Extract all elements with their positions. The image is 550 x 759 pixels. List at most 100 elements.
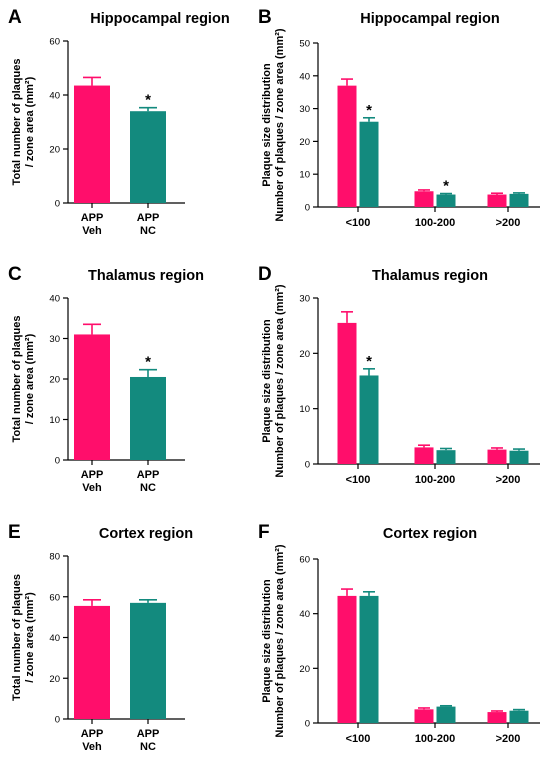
significance-star-b: * bbox=[366, 102, 372, 119]
bar-f bbox=[359, 595, 379, 723]
bar-d bbox=[436, 450, 456, 464]
bar-c bbox=[130, 376, 166, 460]
x-tick-label-b: 100-200 bbox=[415, 217, 455, 229]
x-tick-label-c: NC bbox=[140, 482, 156, 494]
panel-letter-e: E bbox=[8, 522, 21, 543]
y-tick-label-e: 40 bbox=[49, 633, 60, 644]
bar-f bbox=[509, 710, 529, 723]
y-tick-label-a: 40 bbox=[49, 91, 60, 102]
panel-title-d: Thalamus region bbox=[372, 268, 488, 284]
x-tick-label-e: APP bbox=[81, 728, 104, 740]
bar-e bbox=[130, 602, 166, 719]
y-tick-label-c: 0 bbox=[55, 456, 60, 467]
bar-f bbox=[436, 706, 456, 723]
y-axis-label-e: Total number of plaques bbox=[11, 574, 23, 701]
y-tick-label-c: 40 bbox=[49, 294, 60, 305]
y-axis-label-a: Total number of plaques bbox=[11, 59, 23, 186]
y-axis-label-a: / zone area (mm²) bbox=[24, 76, 36, 167]
bar-a bbox=[130, 111, 166, 203]
y-axis-label-f: Plaque size distribution bbox=[261, 579, 273, 703]
y-tick-label-a: 20 bbox=[49, 145, 60, 156]
x-tick-label-c: APP bbox=[137, 469, 160, 481]
bar-d bbox=[337, 322, 357, 464]
bar-f bbox=[487, 712, 507, 723]
y-axis-label-f: Number of plaques / zone area (mm²) bbox=[274, 544, 286, 737]
panel-letter-c: C bbox=[8, 264, 22, 285]
x-tick-label-e: APP bbox=[137, 728, 160, 740]
x-tick-label-c: APP bbox=[81, 469, 104, 481]
y-tick-label-a: 0 bbox=[55, 199, 60, 210]
bar-b bbox=[414, 191, 434, 207]
bar-f bbox=[414, 709, 434, 723]
x-tick-label-b: <100 bbox=[346, 217, 371, 229]
bar-f bbox=[337, 595, 357, 723]
panel-title-b: Hippocampal region bbox=[360, 11, 499, 27]
y-tick-label-d: 30 bbox=[299, 294, 310, 305]
panel-letter-f: F bbox=[258, 522, 270, 543]
y-tick-label-b: 20 bbox=[299, 137, 310, 148]
y-tick-label-b: 50 bbox=[299, 39, 310, 50]
y-tick-label-b: 40 bbox=[299, 71, 310, 82]
bar-b bbox=[509, 193, 529, 207]
x-tick-label-a: NC bbox=[140, 225, 156, 237]
y-tick-label-e: 80 bbox=[49, 552, 60, 563]
y-tick-label-b: 30 bbox=[299, 104, 310, 115]
y-tick-label-c: 30 bbox=[49, 334, 60, 345]
y-axis-label-c: Total number of plaques bbox=[11, 316, 23, 443]
y-tick-label-a: 60 bbox=[49, 37, 60, 48]
panel-title-e: Cortex region bbox=[99, 526, 193, 542]
bar-b bbox=[359, 121, 379, 207]
y-axis-label-b: Number of plaques / zone area (mm²) bbox=[274, 28, 286, 221]
panel-title-a: Hippocampal region bbox=[90, 11, 229, 27]
significance-star-c: * bbox=[145, 354, 151, 371]
y-tick-label-f: 20 bbox=[299, 664, 310, 675]
y-tick-label-d: 0 bbox=[305, 460, 310, 471]
panel-letter-d: D bbox=[258, 264, 272, 285]
bar-d bbox=[509, 450, 529, 464]
y-tick-label-d: 20 bbox=[299, 349, 310, 360]
x-tick-label-d: >200 bbox=[496, 474, 521, 486]
x-tick-label-d: 100-200 bbox=[415, 474, 455, 486]
y-tick-label-c: 20 bbox=[49, 375, 60, 386]
x-tick-label-a: APP bbox=[137, 212, 160, 224]
bar-b bbox=[337, 85, 357, 207]
y-tick-label-f: 40 bbox=[299, 609, 310, 620]
bar-d bbox=[487, 449, 507, 464]
y-tick-label-e: 0 bbox=[55, 715, 60, 726]
y-tick-label-e: 60 bbox=[49, 592, 60, 603]
y-axis-label-c: / zone area (mm²) bbox=[24, 333, 36, 424]
y-tick-label-f: 0 bbox=[305, 719, 310, 730]
x-tick-label-e: NC bbox=[140, 741, 156, 753]
y-axis-label-d: Number of plaques / zone area (mm²) bbox=[274, 284, 286, 477]
x-tick-label-f: >200 bbox=[496, 733, 521, 745]
y-tick-label-d: 10 bbox=[299, 404, 310, 415]
x-tick-label-d: <100 bbox=[346, 474, 371, 486]
y-axis-label-d: Plaque size distribution bbox=[261, 319, 273, 443]
panel-title-c: Thalamus region bbox=[88, 268, 204, 284]
x-tick-label-c: Veh bbox=[82, 482, 102, 494]
panel-title-f: Cortex region bbox=[383, 526, 477, 542]
bar-e bbox=[74, 605, 110, 719]
y-axis-label-e: / zone area (mm²) bbox=[24, 592, 36, 683]
bar-d bbox=[359, 375, 379, 464]
y-tick-label-b: 0 bbox=[305, 203, 310, 214]
significance-star-b: * bbox=[443, 178, 449, 195]
x-tick-label-f: <100 bbox=[346, 733, 371, 745]
y-tick-label-f: 60 bbox=[299, 555, 310, 566]
significance-star-a: * bbox=[145, 92, 151, 109]
y-tick-label-c: 10 bbox=[49, 415, 60, 426]
x-tick-label-f: 100-200 bbox=[415, 733, 455, 745]
bar-a bbox=[74, 85, 110, 203]
bar-c bbox=[74, 334, 110, 460]
significance-star-d: * bbox=[366, 353, 372, 370]
x-tick-label-b: >200 bbox=[496, 217, 521, 229]
panel-letter-b: B bbox=[258, 7, 272, 28]
bar-b bbox=[436, 194, 456, 207]
bar-d bbox=[414, 447, 434, 464]
x-tick-label-a: APP bbox=[81, 212, 104, 224]
y-tick-label-e: 20 bbox=[49, 674, 60, 685]
y-tick-label-b: 10 bbox=[299, 170, 310, 181]
y-axis-label-b: Plaque size distribution bbox=[261, 63, 273, 187]
x-tick-label-a: Veh bbox=[82, 225, 102, 237]
